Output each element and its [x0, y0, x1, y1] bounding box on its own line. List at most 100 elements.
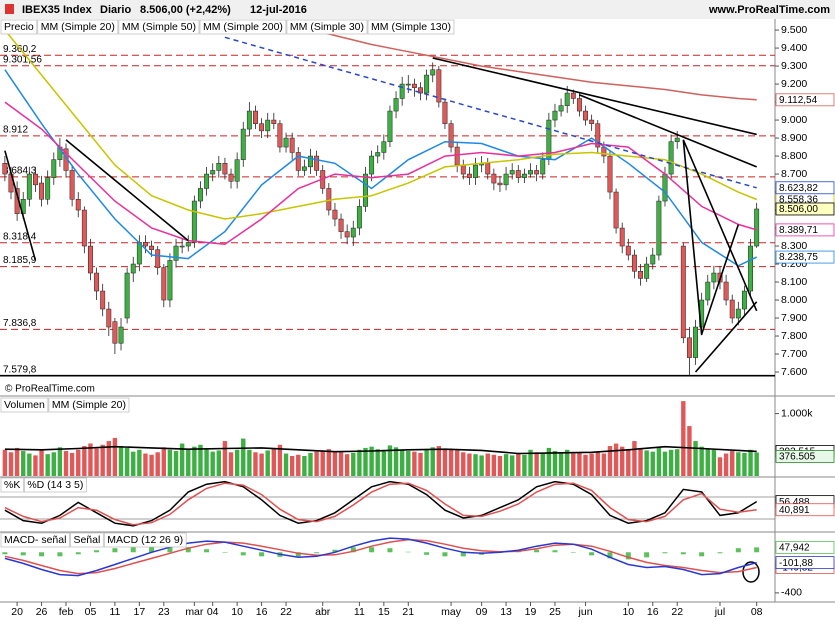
y-tick-label: 8.000: [781, 294, 807, 306]
candle-body: [2, 163, 8, 175]
candle-body: [124, 272, 130, 319]
candle-body: [369, 155, 375, 175]
level-label: 9.301,56: [3, 54, 42, 65]
candle-body: [473, 164, 478, 178]
value-label: 8.238,75: [779, 252, 818, 263]
volume-bar: [357, 449, 362, 476]
x-tick-label: mar: [185, 606, 204, 618]
candle-body: [363, 173, 368, 207]
volume-bar: [632, 441, 637, 476]
volume-bar: [564, 449, 570, 476]
volume-bar: [76, 449, 81, 476]
volume-bar: [173, 451, 179, 476]
histogram-bar: [332, 549, 338, 553]
histogram-bar: [130, 547, 136, 553]
x-tick-label: feb: [59, 606, 74, 618]
volume-bar: [473, 454, 478, 476]
histogram-bar: [534, 549, 540, 553]
trend-line: [682, 139, 703, 336]
header-icon: [5, 4, 14, 14]
volume-bar: [57, 447, 63, 476]
candle-body: [130, 263, 136, 274]
volume-bar: [558, 452, 564, 476]
candle-body: [436, 69, 442, 103]
instrument: IBEX35 Index: [22, 4, 93, 16]
histogram-bar: [625, 552, 631, 560]
volume-bar: [387, 445, 393, 476]
volume-bar: [638, 448, 643, 476]
volume-bar: [583, 454, 588, 476]
volume-bar: [338, 451, 344, 476]
candle-body: [583, 110, 588, 121]
candle-body: [625, 245, 631, 256]
candle-body: [191, 200, 197, 243]
y-tick-label: 9.000: [781, 114, 807, 126]
candle-body: [442, 101, 448, 124]
volume-bar: [693, 441, 698, 476]
value-label: 8.389,71: [779, 225, 818, 236]
candle-body: [638, 270, 643, 279]
volume-bar: [485, 453, 490, 476]
volume-bar: [723, 453, 729, 476]
y-tick-label: 9.200: [781, 78, 807, 90]
series-line: [298, 25, 757, 101]
legend-box: [199, 19, 287, 35]
candle-body: [491, 173, 497, 184]
candle-body: [143, 242, 148, 247]
volume-bar: [699, 446, 704, 476]
volume-bar: [436, 446, 442, 476]
candle-body: [607, 155, 613, 193]
legend-box: [367, 19, 455, 35]
legend-box: [103, 532, 187, 548]
x-tick-label: 22: [671, 606, 683, 618]
series-line: [4, 29, 757, 220]
volume-bar: [94, 448, 99, 476]
histogram-bar: [112, 548, 118, 553]
quote: 8.506,00 (+2,42%): [140, 4, 231, 16]
legend-box: [0, 19, 38, 35]
value-label: 40,891: [779, 505, 810, 516]
volume-bar: [241, 438, 246, 476]
volume-bar: [210, 451, 215, 476]
volume-bar: [424, 449, 429, 476]
candle-body: [485, 163, 491, 175]
volume-bar: [601, 453, 607, 476]
legend-entry: %D (14 3 5): [27, 479, 83, 491]
volume-bar: [607, 446, 613, 476]
candle-body: [631, 254, 637, 272]
legend-box: [0, 477, 24, 493]
legend-box: [70, 532, 104, 548]
volume-bar: [88, 443, 93, 476]
candle-body: [534, 170, 540, 175]
volume-bar: [314, 451, 319, 476]
y-tick-label: 8.900: [781, 132, 807, 144]
volume-bar: [675, 449, 680, 476]
x-tick-label: jun: [578, 606, 593, 618]
y-tick-label: 7.800: [781, 330, 807, 342]
volume-bar: [320, 450, 325, 476]
legend-entry: MM (Simple 130): [371, 21, 451, 33]
volume-bar: [516, 452, 521, 476]
candle-body: [222, 163, 228, 175]
candle-body: [45, 177, 51, 200]
candle-body: [100, 290, 106, 310]
volume-bar: [589, 453, 594, 476]
volume-bar: [454, 450, 460, 476]
level-label: 8.185,9: [3, 255, 37, 266]
volume-bar: [491, 454, 497, 476]
candle-body: [662, 173, 668, 202]
candle-body: [155, 249, 161, 268]
volume-bar: [534, 452, 539, 476]
candle-body: [448, 123, 454, 148]
candle-body: [387, 110, 393, 142]
histogram-bar: [552, 550, 558, 553]
candle-body: [503, 173, 509, 186]
legend-entry: Precio: [4, 21, 34, 33]
candle-body: [173, 245, 179, 261]
candle-body: [558, 105, 564, 112]
volume-bar: [461, 452, 466, 476]
legend-entry: %K: [4, 479, 20, 491]
histogram-bar: [185, 547, 191, 553]
candle-body: [295, 152, 301, 171]
